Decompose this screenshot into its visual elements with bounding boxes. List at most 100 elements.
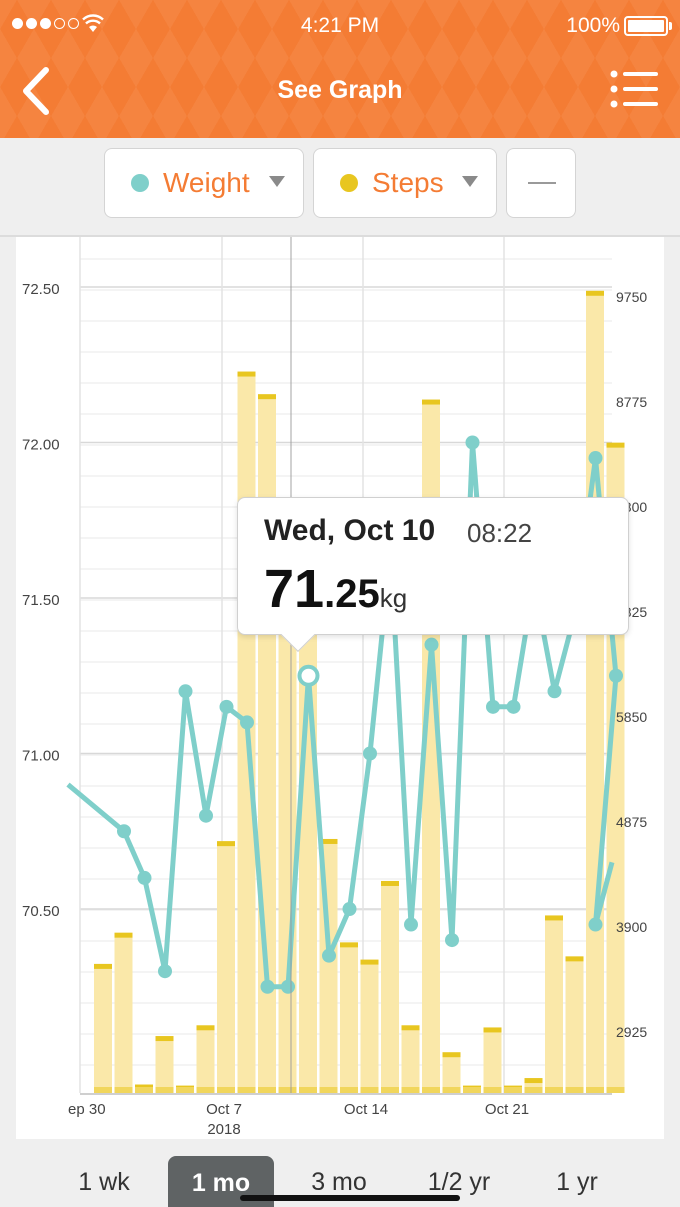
steps-bar-cap — [483, 1027, 502, 1033]
weight-point — [342, 902, 357, 916]
weight-point — [424, 637, 439, 652]
steps-bar-cap — [545, 915, 563, 921]
wifi-icon — [82, 14, 104, 32]
right-tick-label: 2925 — [616, 1024, 647, 1040]
steps-bar-base — [217, 1087, 235, 1093]
steps-bar-base — [483, 1087, 502, 1093]
chart-canvas: 72.5072.0071.5071.0070.50975087757800682… — [22, 237, 647, 1138]
value-tooltip: Wed, Oct 10 08:22 71.25kg — [237, 497, 629, 652]
chevron-down-icon — [269, 176, 285, 187]
weight-point — [260, 979, 275, 994]
steps-bar-base — [299, 1087, 317, 1093]
steps-bar-base — [114, 1087, 133, 1093]
steps-bar — [565, 958, 584, 1093]
steps-bar-cap — [258, 394, 276, 400]
third-metric-selector[interactable] — [506, 148, 576, 218]
tooltip-value-integer: 71 — [264, 559, 325, 619]
steps-bar — [196, 1027, 215, 1093]
weight-color-dot — [131, 174, 149, 192]
steps-color-dot — [340, 174, 358, 192]
weight-point — [588, 451, 603, 466]
right-tick-label: 9750 — [616, 289, 647, 305]
steps-bar-base — [586, 1087, 604, 1093]
right-tick-label: 3900 — [616, 919, 647, 935]
steps-bar-base — [401, 1087, 420, 1093]
chevron-left-icon[interactable] — [16, 66, 56, 116]
weight-selector[interactable]: Weight — [104, 148, 304, 218]
steps-bar-base — [442, 1087, 461, 1093]
steps-bar-base — [196, 1087, 215, 1093]
weight-point — [199, 808, 213, 823]
steps-selector[interactable]: Steps — [313, 148, 497, 218]
weight-point — [547, 684, 562, 699]
dash-icon — [528, 182, 556, 184]
steps-bar-base — [422, 1087, 440, 1093]
steps-bar-cap — [586, 290, 604, 296]
steps-bar — [278, 582, 297, 1093]
steps-bar-base — [565, 1087, 584, 1093]
left-tick-label: 71.50 — [22, 592, 60, 609]
steps-bar-cap — [524, 1078, 543, 1084]
weight-point — [609, 668, 623, 683]
weight-point — [219, 699, 234, 714]
weight-point — [322, 948, 336, 963]
metric-selectors: Weight Steps — [0, 148, 680, 218]
tooltip-unit: kg — [379, 583, 408, 613]
tab-3-months[interactable]: 3 mo — [311, 1168, 367, 1196]
signal-icon — [12, 18, 79, 29]
steps-bar-base — [381, 1087, 399, 1093]
status-time: 4:21 PM — [300, 14, 380, 37]
steps-bar — [360, 961, 379, 1093]
steps-bar-base — [545, 1087, 563, 1093]
steps-bar — [586, 292, 604, 1093]
steps-bar-cap — [422, 399, 440, 405]
weight-line — [66, 440, 619, 990]
steps-bar-cap — [401, 1025, 420, 1031]
weight-point-selected — [297, 664, 320, 687]
steps-bar-base — [606, 1087, 625, 1093]
steps-bar-cap — [217, 841, 235, 847]
right-tick-label: 8775 — [616, 394, 647, 410]
steps-bar-base — [524, 1087, 543, 1093]
x-year-label: 2018 — [207, 1121, 240, 1138]
tab-1-week[interactable]: 1 wk — [78, 1168, 130, 1196]
weight-point — [137, 870, 152, 885]
battery-icon — [624, 16, 668, 36]
steps-bar-cap — [606, 442, 625, 448]
steps-bar-base — [278, 1087, 297, 1093]
weight-point — [178, 684, 193, 699]
right-tick-label: 5850 — [616, 709, 647, 725]
weight-point — [445, 933, 459, 948]
steps-selector-label: Steps — [372, 167, 444, 198]
weight-point — [281, 979, 295, 994]
time-range-tabs: 1 wk 1 mo 3 mo 1/2 yr 1 yr — [0, 1150, 680, 1207]
tooltip-value: 71.25kg — [264, 558, 407, 620]
steps-bar-cap — [114, 932, 133, 938]
steps-bar — [155, 1038, 174, 1093]
combined-chart[interactable]: 72.50 72.00 71.50 71.00 70.50 9750 8775 7800 682… — [16, 237, 664, 1139]
weight-point — [588, 917, 603, 932]
list-icon[interactable] — [610, 70, 658, 108]
steps-bar-base — [94, 1087, 112, 1093]
steps-bar-base — [176, 1087, 194, 1093]
steps-bar-cap — [565, 956, 584, 962]
app-header: 4:21 PM 100% See Graph — [0, 0, 680, 138]
left-tick-label: 70.50 — [22, 903, 60, 920]
steps-bar-base — [360, 1087, 379, 1093]
steps-bar-base — [237, 1087, 256, 1093]
battery-percent: 100% — [566, 14, 620, 37]
steps-bar — [442, 1054, 461, 1093]
left-tick-label: 72.00 — [22, 437, 60, 454]
tab-half-year[interactable]: 1/2 yr — [427, 1168, 491, 1196]
right-tick-label: 4875 — [616, 814, 647, 830]
steps-bar-base — [155, 1087, 174, 1093]
tab-1-year[interactable]: 1 yr — [556, 1168, 598, 1196]
steps-bar — [483, 1029, 502, 1093]
steps-bar — [340, 944, 358, 1093]
weight-point — [117, 824, 131, 839]
steps-bar-base — [463, 1087, 481, 1093]
steps-bar — [545, 917, 563, 1093]
steps-bar — [217, 843, 235, 1093]
weight-selector-label: Weight — [163, 167, 250, 198]
weight-point — [465, 435, 480, 450]
